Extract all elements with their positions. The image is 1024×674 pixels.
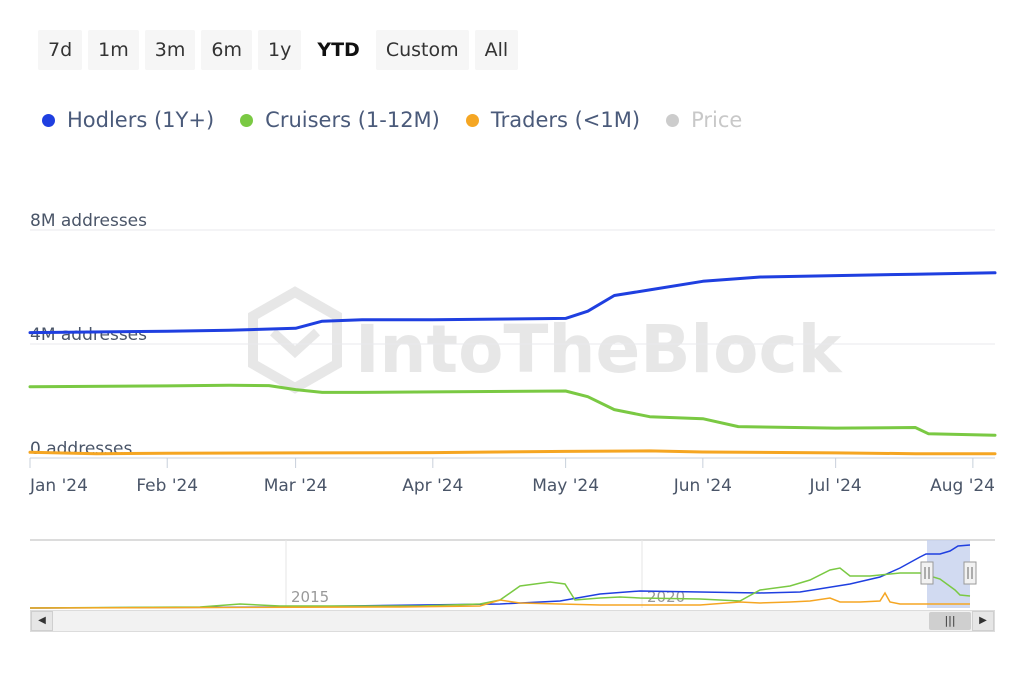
y-tick-label: 4M addresses (30, 325, 147, 345)
hodlers-dot-icon (42, 113, 55, 127)
scrollbar-thumb[interactable]: ||| (929, 612, 971, 630)
x-tick-label: Jun '24 (673, 476, 732, 496)
range-7d-button[interactable]: 7d (38, 30, 83, 70)
watermark-text: IntoTheBlock (355, 311, 844, 388)
range-custom-button[interactable]: Custom (375, 30, 469, 70)
x-tick-label: May '24 (532, 476, 599, 496)
legend-label-cruisers: Cruisers (1-12M) (265, 108, 440, 132)
chart-legend: Hodlers (1Y+) Cruisers (1-12M) Traders (… (42, 108, 742, 132)
intotheblock-logo-icon (248, 286, 342, 394)
range-ytd-button[interactable]: YTD (307, 30, 370, 70)
grip-icon: ||| (944, 614, 956, 627)
x-tick-label: Jan '24 (29, 476, 88, 496)
y-axis: 0 addresses 4M addresses 8M addresses (30, 211, 147, 459)
navigator-left-handle[interactable] (920, 561, 934, 585)
legend-label-hodlers: Hodlers (1Y+) (67, 108, 215, 132)
x-tick-label: Mar '24 (264, 476, 328, 496)
arrow-right-icon: ▶ (979, 615, 987, 626)
range-all-button[interactable]: All (474, 30, 519, 70)
navigator-hodlers-line (29, 544, 971, 609)
x-tick-label: Feb '24 (136, 476, 198, 496)
x-tick-label: Aug '24 (930, 476, 995, 496)
watermark: IntoTheBlock (248, 286, 844, 394)
legend-item-hodlers[interactable]: Hodlers (1Y+) (42, 108, 214, 132)
series-line-traders (28, 449, 997, 456)
y-tick-label: 0 addresses (30, 439, 132, 459)
scroll-right-button[interactable]: ▶ (972, 611, 994, 631)
range-1m-button[interactable]: 1m (88, 30, 139, 70)
navigator-right-handle[interactable] (963, 561, 977, 585)
range-6m-button[interactable]: 6m (201, 30, 252, 70)
range-selector: 7d 1m 3m 6m 1y YTD Custom All (38, 30, 519, 70)
navigator-traders-line (29, 591, 970, 609)
legend-item-cruisers[interactable]: Cruisers (1-12M) (240, 108, 440, 132)
grid (30, 229, 995, 459)
range-1y-button[interactable]: 1y (257, 30, 302, 70)
x-tick-label: Jul '24 (809, 476, 862, 496)
y-tick-label: 8M addresses (30, 211, 147, 231)
series-line-hodlers (28, 271, 997, 335)
series-line-cruisers (28, 383, 997, 437)
legend-item-price[interactable]: Price (666, 108, 742, 132)
navigator-tick-2015: 2015 (291, 588, 329, 606)
navigator[interactable]: 2015 2020 (29, 539, 995, 609)
range-3m-button[interactable]: 3m (144, 30, 196, 70)
legend-item-traders[interactable]: Traders (<1M) (465, 108, 641, 132)
x-axis: Jan '24 Feb '24 Mar '24 Apr '24 May '24 Jun '… (29, 458, 995, 496)
navigator-tick-2020: 2020 (647, 588, 685, 606)
scroll-left-button[interactable]: ◀ (31, 611, 53, 631)
traders-dot-icon (465, 113, 479, 127)
legend-label-price: Price (691, 108, 743, 132)
navigator-scrollbar[interactable]: ◀ ||| ▶ (30, 610, 995, 632)
series (28, 271, 997, 456)
navigator-cruisers-line (29, 567, 971, 609)
arrow-left-icon: ◀ (38, 615, 46, 626)
price-dot-icon (666, 113, 680, 127)
cruisers-dot-icon (240, 113, 254, 127)
legend-label-traders: Traders (<1M) (490, 108, 641, 132)
x-tick-label: Apr '24 (402, 476, 463, 496)
